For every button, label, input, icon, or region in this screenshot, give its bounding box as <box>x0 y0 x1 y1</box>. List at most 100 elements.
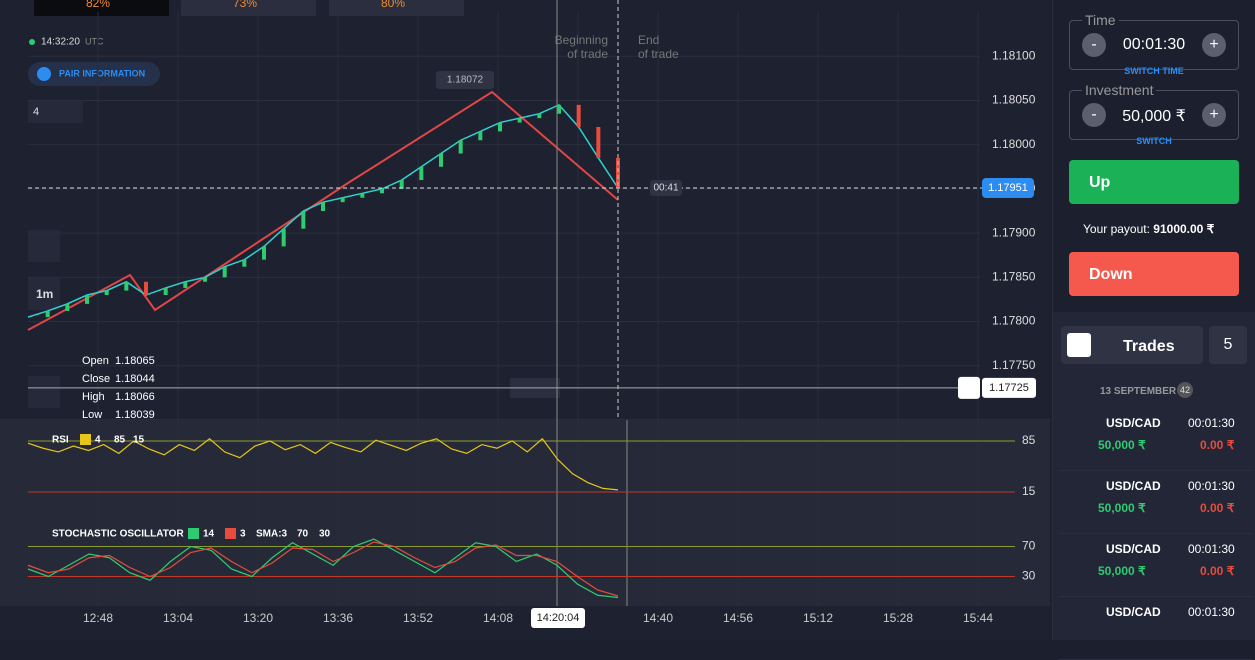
x-tick-label: 13:04 <box>163 611 193 625</box>
high-label: 1.18072 <box>447 75 484 86</box>
stoch-param: 3 <box>240 529 246 540</box>
trade-item[interactable]: USD/CAD 00:01:30 50,000 ₹ 0.00 ₹ <box>1058 471 1253 534</box>
y-tick-label: 1.17750 <box>992 358 1036 372</box>
tab[interactable] <box>181 0 316 16</box>
rsi-param: 4 <box>95 435 101 446</box>
beginning-label: Beginning <box>555 33 608 47</box>
trade-time: 00:01:30 <box>1188 479 1235 493</box>
y-tick-label: 1.17900 <box>992 225 1036 239</box>
trade-profit: 0.00 ₹ <box>1200 501 1235 515</box>
candle <box>183 281 188 288</box>
candle <box>85 295 89 304</box>
x-tick-label: 12:48 <box>83 611 113 625</box>
minus-button[interactable]: - <box>1082 103 1106 127</box>
ohlc-label: Open <box>82 355 109 367</box>
candle <box>340 197 345 203</box>
rsi-name: RSI <box>52 435 69 446</box>
trade-date: 13 SEPTEMBER <box>1100 386 1177 397</box>
tab[interactable] <box>329 0 464 16</box>
candle <box>517 118 522 123</box>
down-label: Down <box>1089 266 1133 283</box>
ohlc-value: 1.18066 <box>115 391 155 403</box>
cursor-time: 14:20:04 <box>537 612 580 624</box>
draw-tool[interactable] <box>28 230 60 262</box>
trade-profit: 0.00 ₹ <box>1200 564 1235 578</box>
chart-area: 82% 73% 80% 14:32:20 UTC PAIR INFORMATIO… <box>0 0 1050 640</box>
trades-count: 5 <box>1209 326 1247 364</box>
trade-amount: 50,000 ₹ <box>1098 438 1146 452</box>
candle <box>458 140 463 154</box>
rsi-param: 15 <box>133 435 145 446</box>
candle <box>478 131 483 141</box>
candle <box>399 180 404 189</box>
current-price: 1.17951 <box>988 182 1028 194</box>
indicator-toggle[interactable] <box>28 101 83 123</box>
stoch-swatch <box>188 528 199 539</box>
plus-button[interactable]: + <box>1202 103 1226 127</box>
trades-tab[interactable]: Trades <box>1061 326 1203 364</box>
beginning-label: of trade <box>567 47 608 61</box>
trade-item[interactable]: USD/CAD 00:01:30 50,000 ₹ 0.00 ₹ <box>1058 408 1253 471</box>
end-label: End <box>638 33 659 47</box>
rsi-param: 85 <box>114 435 126 446</box>
candle <box>537 113 542 119</box>
stoch-param: 70 <box>297 529 309 540</box>
investment-label: Investment <box>1082 82 1157 98</box>
level-label: 30 <box>1022 569 1036 583</box>
investment-value[interactable]: 50,000 ₹ <box>1122 108 1186 125</box>
indicator-line <box>27 437 619 491</box>
ohlc-label: Low <box>82 409 102 421</box>
cursor-price: 1.17725 <box>989 382 1029 394</box>
y-tick-label: 1.18050 <box>992 93 1036 107</box>
timeframe-button[interactable] <box>28 278 60 310</box>
end-label: of trade <box>638 47 679 61</box>
trend-line <box>27 90 619 331</box>
up-button[interactable]: Up <box>1069 160 1239 204</box>
switch-time[interactable]: SWITCH TIME <box>1124 66 1184 76</box>
candle <box>616 157 620 189</box>
trade-item[interactable]: USD/CAD 00:01:30 50,000 ₹ 0.00 ₹ <box>1058 534 1253 597</box>
candle <box>281 228 286 247</box>
trade-item[interactable]: USD/CAD 00:01:30 <box>1058 597 1253 660</box>
candle <box>65 303 70 311</box>
switch[interactable]: SWITCH <box>1136 136 1172 146</box>
rsi-swatch <box>80 434 91 445</box>
clock: 14:32:20 <box>41 37 80 48</box>
indicator-line <box>27 541 619 597</box>
plus-button[interactable]: + <box>1202 33 1226 57</box>
time-axis <box>0 606 1050 640</box>
tools-button[interactable] <box>28 376 60 408</box>
stoch-name: STOCHASTIC OSCILLATOR <box>52 529 184 540</box>
candle <box>163 287 168 296</box>
ohlc-value: 1.18044 <box>115 373 155 385</box>
time-value[interactable]: 00:01:30 <box>1122 36 1186 53</box>
pair-info-button[interactable] <box>28 62 160 86</box>
trade-amount: 50,000 ₹ <box>1098 564 1146 578</box>
collapse-icon <box>1067 333 1091 357</box>
cursor-time-badge <box>531 608 585 628</box>
trade-pair: USD/CAD <box>1106 542 1161 556</box>
clock-zone: UTC <box>85 36 104 46</box>
trade-amount: 50,000 ₹ <box>1098 501 1146 515</box>
ohlc-value: 1.18065 <box>115 355 155 367</box>
indicator-panel <box>0 420 1050 606</box>
tab-label: 80% <box>381 0 405 10</box>
x-tick-label: 15:28 <box>883 611 913 625</box>
trade-pair: USD/CAD <box>1106 479 1161 493</box>
candle <box>380 188 384 194</box>
minus-button[interactable]: - <box>1082 33 1106 57</box>
tab[interactable] <box>34 0 169 16</box>
candle <box>301 211 306 229</box>
down-button[interactable]: Down <box>1069 252 1239 296</box>
trade-pair: USD/CAD <box>1106 605 1161 619</box>
x-tick-label: 14:56 <box>723 611 753 625</box>
trade-pair: USD/CAD <box>1106 416 1161 430</box>
ohlc-label: Close <box>82 373 110 385</box>
trades-label: Trades <box>1123 338 1175 355</box>
trade-time: 00:01:30 <box>1188 542 1235 556</box>
candle <box>596 126 601 158</box>
countdown: 00:41 <box>653 183 678 194</box>
candle <box>321 202 325 211</box>
payout-label: Your payout: <box>1083 222 1150 236</box>
